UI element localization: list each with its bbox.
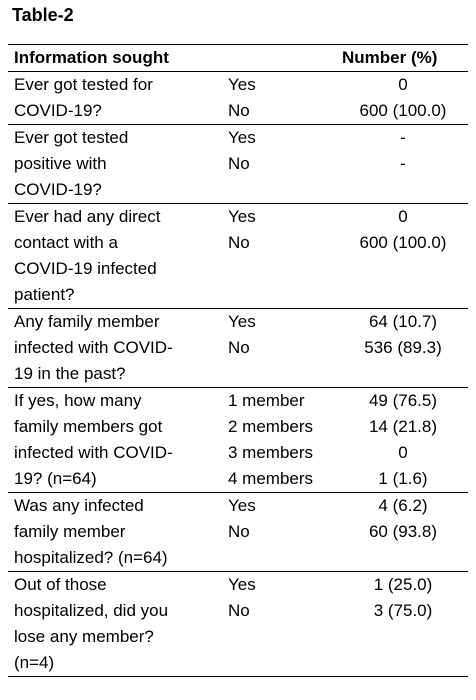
value-text: 64 (10.7) [368, 312, 438, 331]
option-label: No [228, 338, 250, 357]
question-cell: Out of those hospitalized, did you lose an… [8, 571, 222, 677]
value-text: 3 (75.0) [373, 601, 433, 620]
value-text: 536 (89.3) [364, 338, 442, 357]
value-text: 49 (76.5) [368, 391, 438, 410]
value-cell: 0 600 (100.0) [336, 71, 468, 125]
value-text: 1 (1.6) [378, 469, 428, 488]
question-cell: Ever got tested positive with COVID-19? [8, 124, 222, 204]
question-line: Ever got tested for [14, 75, 153, 94]
question-line: family members got [14, 417, 163, 436]
question-cell: Ever had any direct contact with a COVID-1… [8, 203, 222, 309]
option-label: 4 members [228, 469, 314, 488]
question-line: family member [14, 522, 126, 541]
value-cell: 49 (76.5) 14 (21.8) 0 1 (1.6) [336, 387, 468, 493]
question-line: positive with [14, 154, 107, 173]
question-line: lose any member? [14, 627, 154, 646]
question-line: 19 in the past? [14, 364, 126, 383]
option-cell: 1 member 2 members 3 members 4 members [222, 387, 336, 493]
table-row: Was any infected family member hospitalize… [8, 492, 468, 572]
question-cell: If yes, how many family members got infect… [8, 387, 222, 493]
option-cell: Yes No [222, 492, 336, 572]
table-row: Any family member infected with COVID- 19 … [8, 308, 468, 388]
value-cell: 64 (10.7) 536 (89.3) [336, 308, 468, 388]
question-line: hospitalized? (n=64) [14, 548, 168, 567]
question-line: Ever got tested [14, 128, 129, 147]
question-line: 19? (n=64) [14, 469, 97, 488]
option-label: No [228, 522, 250, 541]
table-row: If yes, how many family members got infect… [8, 387, 468, 493]
value-text: 0 [398, 207, 408, 226]
value-cell: 4 (6.2) 60 (93.8) [336, 492, 468, 572]
option-label: 1 member [228, 391, 305, 410]
option-label: Yes [228, 496, 256, 515]
value-cell: 1 (25.0) 3 (75.0) [336, 571, 468, 677]
question-line: contact with a [14, 233, 118, 252]
data-table: Information sought Number (%) Ever got t… [8, 44, 468, 677]
question-line: COVID-19? [14, 101, 102, 120]
question-line: patient? [14, 285, 75, 304]
table-row: Ever had any direct contact with a COVID-1… [8, 203, 468, 309]
question-line: infected with COVID- [14, 338, 173, 357]
question-line: Any family member [14, 312, 160, 331]
option-label: Yes [228, 207, 256, 226]
value-text: 600 (100.0) [359, 233, 447, 252]
table-row: Ever got tested for COVID-19? Yes No 0 600 (1… [8, 71, 468, 125]
table-title: Table-2 [12, 5, 74, 25]
question-cell: Was any infected family member hospitalize… [8, 492, 222, 572]
option-cell: Yes No [222, 71, 336, 125]
question-cell: Any family member infected with COVID- 19 … [8, 308, 222, 388]
question-line: COVID-19 infected [14, 259, 157, 278]
option-cell: Yes No [222, 203, 336, 309]
option-label: Yes [228, 75, 256, 94]
table-header-row: Information sought Number (%) [8, 44, 468, 72]
option-label: Yes [228, 312, 256, 331]
value-text: 60 (93.8) [368, 522, 438, 541]
option-label: Yes [228, 575, 256, 594]
option-label: No [228, 601, 250, 620]
value-text: 600 (100.0) [359, 101, 447, 120]
question-line: infected with COVID- [14, 443, 173, 462]
question-line: Out of those [14, 575, 107, 594]
header-information-sought: Information sought [8, 44, 222, 72]
question-line: Ever had any direct [14, 207, 161, 226]
value-cell: -- [336, 124, 468, 204]
value-text: 1 (25.0) [373, 575, 433, 594]
option-cell: Yes No [222, 571, 336, 677]
value-text: 0 [398, 443, 408, 462]
option-cell: Yes No [222, 308, 336, 388]
option-label: 2 members [228, 417, 314, 436]
value-text: 0 [398, 75, 408, 94]
question-line: Was any infected [14, 496, 144, 515]
option-label: 3 members [228, 443, 314, 462]
value-text: 14 (21.8) [368, 417, 438, 436]
option-label: No [228, 154, 250, 173]
value-cell: 0 600 (100.0) [336, 203, 468, 309]
value-text: - [400, 128, 406, 147]
table-row: Out of those hospitalized, did you lose an… [8, 571, 468, 677]
question-cell: Ever got tested for COVID-19? [8, 71, 222, 125]
header-number-percent: Number (%) [336, 44, 468, 72]
value-text: 4 (6.2) [378, 496, 428, 515]
question-line: (n=4) [14, 653, 55, 672]
question-line: COVID-19? [14, 180, 102, 199]
header-options [222, 44, 336, 72]
question-line: hospitalized, did you [14, 601, 169, 620]
option-label: No [228, 233, 250, 252]
option-label: No [228, 101, 250, 120]
option-cell: Yes No [222, 124, 336, 204]
option-label: Yes [228, 128, 256, 147]
question-line: If yes, how many [14, 391, 142, 410]
table-body: Ever got tested for COVID-19? Yes No 0 600 (1… [8, 71, 468, 677]
table-row: Ever got tested positive with COVID-19? Yes… [8, 124, 468, 204]
value-text: - [400, 154, 406, 173]
